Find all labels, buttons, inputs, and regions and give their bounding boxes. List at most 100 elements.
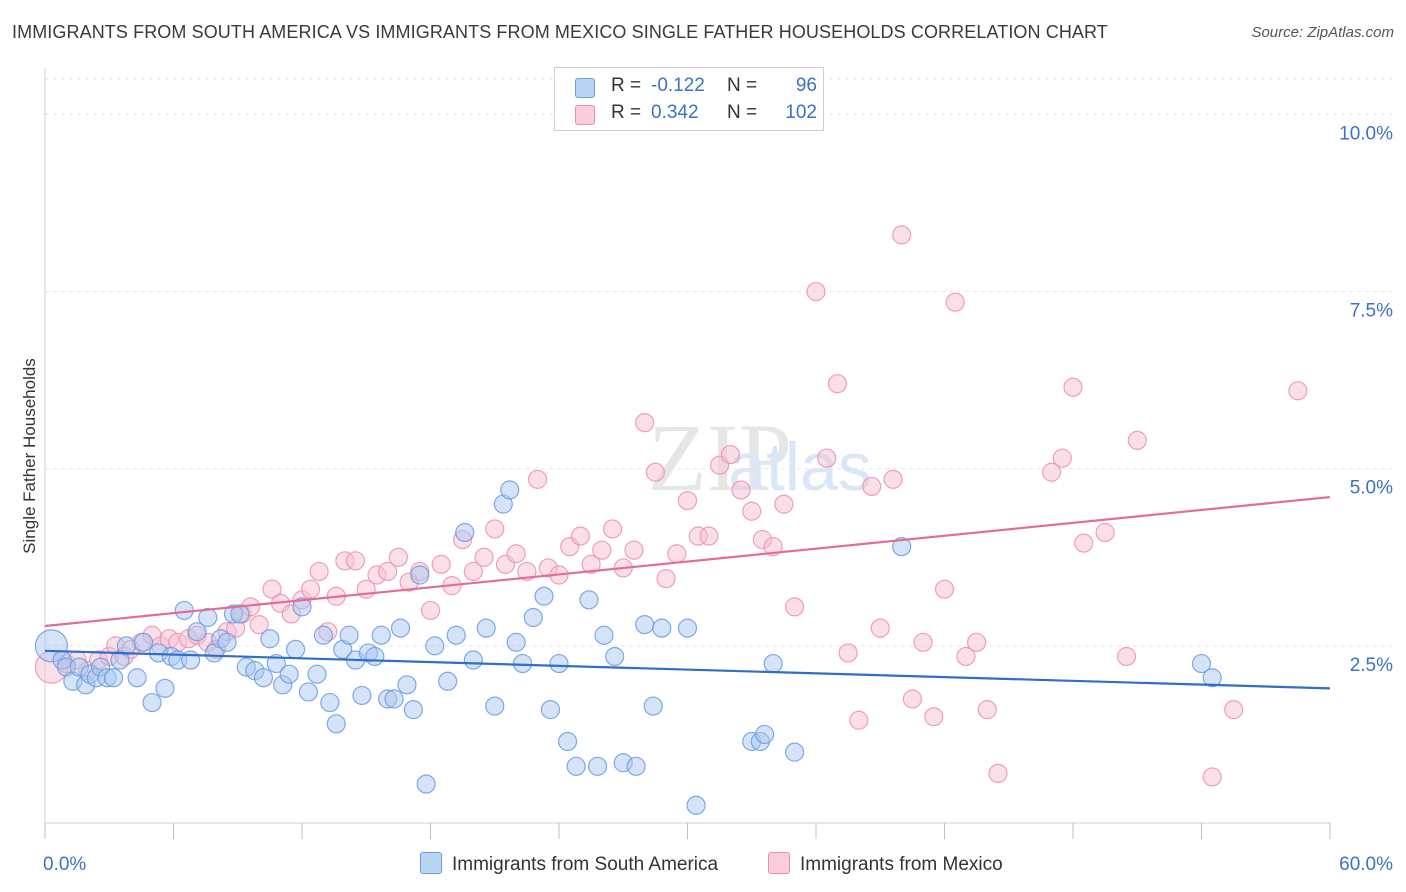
data-point	[485, 519, 505, 539]
trend-line-mexico	[44, 495, 1331, 628]
data-point	[320, 692, 340, 713]
data-point	[446, 625, 466, 645]
data-point	[403, 700, 423, 720]
data-point	[365, 646, 385, 667]
data-point	[476, 618, 496, 638]
data-point	[742, 501, 762, 521]
data-point	[645, 462, 665, 482]
data-point	[249, 614, 269, 635]
data-point	[517, 561, 537, 582]
data-point	[1191, 653, 1212, 674]
data-point	[581, 554, 601, 574]
data-point	[198, 607, 218, 628]
data-point	[626, 756, 646, 776]
data-point	[827, 374, 848, 394]
y-tick-label: 5.0%	[1350, 478, 1393, 499]
data-point	[155, 678, 175, 698]
x-tick-label-min: 0.0%	[43, 854, 86, 875]
data-point	[1127, 430, 1147, 450]
data-point	[870, 618, 890, 638]
data-point	[1095, 522, 1115, 543]
data-point	[667, 544, 687, 564]
legend-swatch-pink	[575, 105, 595, 125]
data-point	[763, 537, 783, 557]
data-point	[326, 714, 346, 734]
data-point	[142, 692, 162, 713]
data-point	[187, 622, 207, 642]
data-point	[686, 795, 706, 815]
data-point	[549, 653, 569, 674]
data-point	[1288, 381, 1308, 401]
data-point	[956, 646, 976, 667]
data-point	[285, 639, 306, 660]
data-point	[862, 476, 882, 497]
data-point	[784, 742, 805, 762]
data-point	[763, 653, 783, 674]
bottom-legend-label: Immigrants from South America	[452, 854, 719, 875]
data-point	[410, 565, 430, 585]
data-point	[425, 636, 445, 656]
data-point	[977, 700, 997, 720]
data-point	[378, 561, 398, 582]
chart-title: IMMIGRANTS FROM SOUTH AMERICA VS IMMIGRA…	[12, 22, 1108, 42]
legend-n-value: 96	[795, 75, 817, 96]
bottom-legend-swatch-blue	[420, 852, 442, 874]
y-tick-label: 7.5%	[1350, 301, 1393, 322]
legend-n-label: N =	[727, 102, 758, 123]
data-point	[587, 756, 608, 776]
data-point	[731, 480, 751, 500]
stats-legend: R = -0.122 N = 96 R = 0.342 N = 102	[554, 67, 824, 131]
data-point	[892, 537, 912, 557]
data-point	[506, 632, 526, 652]
data-point	[1074, 533, 1094, 553]
data-point	[463, 650, 483, 670]
data-point	[416, 774, 436, 794]
south-america-points	[34, 480, 1222, 815]
data-point	[656, 568, 676, 589]
data-point	[643, 696, 663, 716]
data-point	[624, 540, 644, 560]
data-point	[339, 625, 359, 645]
data-point	[455, 522, 475, 543]
data-point	[390, 618, 411, 638]
gridlines	[45, 78, 1392, 647]
data-point	[774, 494, 794, 514]
legend-r-label: R =	[611, 102, 642, 123]
data-point	[253, 668, 274, 688]
data-point	[1052, 448, 1072, 468]
data-point	[133, 632, 154, 652]
data-point	[384, 689, 404, 709]
data-point	[345, 551, 366, 571]
data-point	[463, 561, 483, 582]
data-point	[262, 579, 282, 599]
data-point	[838, 643, 858, 663]
data-point	[485, 696, 505, 716]
data-point	[1116, 646, 1137, 667]
bottom-legend-swatch-pink	[768, 852, 790, 874]
data-point	[127, 668, 147, 688]
data-point	[817, 448, 837, 468]
legend-r-label: R =	[611, 75, 642, 96]
legend-n-label: N =	[727, 75, 758, 96]
data-point	[945, 292, 965, 312]
data-point	[217, 632, 237, 652]
data-point	[474, 547, 494, 567]
watermark-atlas: atlas	[728, 429, 872, 505]
data-point	[849, 710, 869, 730]
data-point	[527, 469, 548, 489]
legend-r-value: 0.342	[651, 102, 699, 123]
data-point	[570, 526, 591, 546]
data-point	[592, 540, 612, 560]
data-point	[924, 707, 944, 727]
data-point	[1202, 668, 1222, 688]
data-point	[913, 632, 933, 652]
data-point	[300, 579, 321, 599]
data-point	[988, 763, 1008, 784]
data-point	[534, 586, 554, 606]
data-point	[420, 600, 441, 621]
data-point	[594, 625, 614, 645]
data-point	[523, 607, 543, 628]
data-point	[371, 625, 391, 645]
tick-labels: 2.5% 5.0% 7.5% 10.0% 0.0% 60.0%	[43, 123, 1393, 875]
source-label: Source: ZipAtlas.com	[1251, 24, 1394, 41]
